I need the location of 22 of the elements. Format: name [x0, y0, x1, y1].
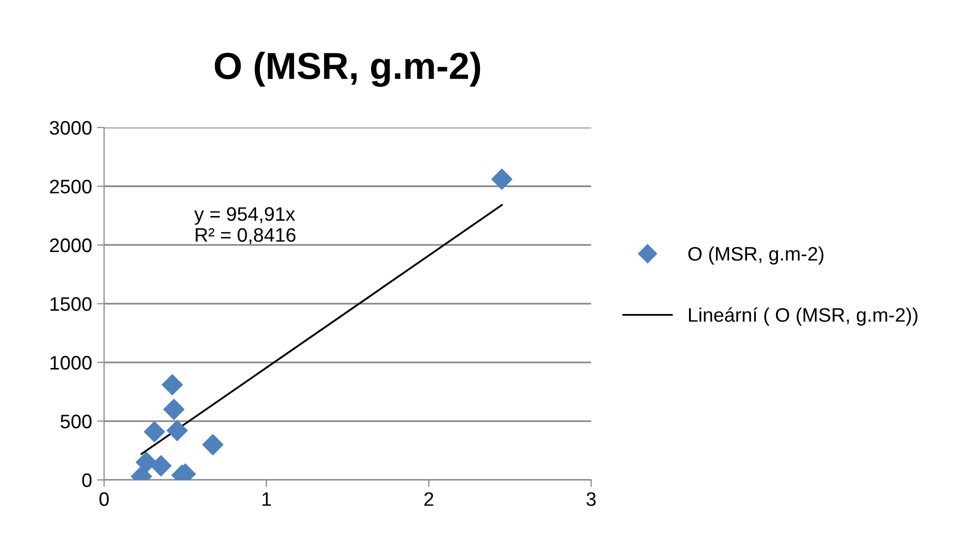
- y-tick-label: 1000: [50, 356, 92, 370]
- point: [166, 420, 188, 442]
- point: [150, 455, 172, 476]
- point: [144, 421, 166, 442]
- x-tick-label: 3: [586, 492, 596, 506]
- y-tick-label: 1500: [50, 297, 92, 311]
- point: [491, 168, 513, 190]
- legend-label: O (MSR, g.m-2): [688, 246, 824, 265]
- x-tick-label: 0: [99, 492, 109, 506]
- chart-title: O (MSR, g.m-2): [214, 52, 480, 87]
- x-tick-label: 1: [262, 492, 271, 506]
- x-tick-label: 2: [424, 492, 434, 506]
- point: [163, 398, 185, 420]
- point: [202, 434, 224, 456]
- y-tick-label: 2000: [50, 238, 92, 252]
- y-tick-label: 3000: [50, 120, 92, 135]
- point: [162, 374, 183, 396]
- y-tick-label: 2500: [50, 180, 92, 194]
- legend-label: Lineární ( O (MSR, g.m-2)): [689, 307, 918, 326]
- y-tick-label: 500: [60, 414, 92, 428]
- y-tick-label: 0: [82, 473, 92, 488]
- annotation: y = 954,91x R² = 0,8416: [194, 207, 296, 244]
